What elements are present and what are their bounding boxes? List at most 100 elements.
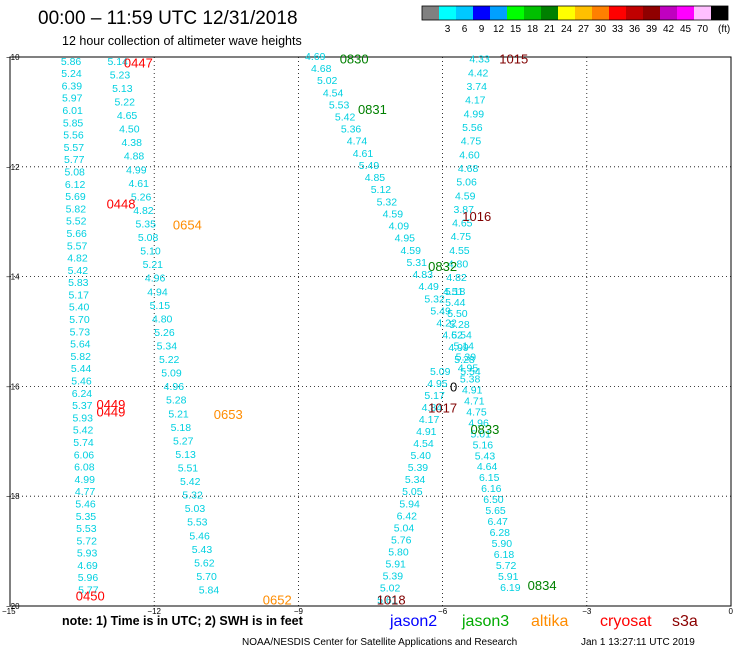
legend-entry: jason3 [461, 613, 509, 630]
wave-height-point: 4.82 [133, 205, 154, 217]
wave-height-point: 5.17 [68, 289, 89, 301]
color-scale-bar: 3 6 9 12 15 18 21 24 27 30 33 36 39 42 45 70 [421, 5, 729, 35]
wave-height-point: 5.85 [63, 117, 84, 129]
wave-height-point: 5.32 [424, 293, 445, 305]
wave-height-point: 4.80 [152, 313, 173, 325]
color-scale-label: 42 [663, 24, 675, 35]
wave-height-point: 6.18 [494, 549, 515, 561]
wave-height-point: 5.22 [114, 97, 135, 109]
wave-height-point: 4.38 [122, 137, 143, 149]
pass-time-label: 0447 [124, 55, 153, 70]
wave-height-point: 4.71 [464, 395, 485, 407]
wave-height-point: 5.13 [112, 83, 133, 95]
wave-height-point: 5.21 [168, 408, 189, 420]
y-tick-label: −14 [6, 273, 20, 282]
legend-entry: altika [531, 613, 568, 630]
y-tick-label: −16 [6, 382, 20, 391]
wave-height-point: 5.15 [150, 300, 171, 312]
wave-height-point: 5.44 [445, 297, 466, 309]
pass-time-label: 0448 [107, 197, 136, 212]
color-scale-label: 70 [697, 24, 709, 35]
wave-height-point: 5.50 [447, 308, 468, 320]
wave-height-point: 5.93 [72, 412, 93, 424]
wave-height-point: 5.32 [377, 196, 398, 208]
color-scale-label: 36 [629, 24, 641, 35]
wave-height-point: 4.55 [449, 245, 470, 257]
wave-height-point: 5.53 [329, 99, 350, 111]
wave-height-point: 6.47 [487, 516, 508, 528]
pass-time-label: 0652 [263, 592, 292, 607]
color-swatch [609, 6, 626, 20]
wave-height-point: 5.40 [69, 302, 90, 314]
wave-height-point: 5.93 [77, 548, 98, 560]
wave-height-point: 5.53 [76, 523, 97, 535]
wave-height-point: 5.54 [460, 366, 481, 378]
wave-height-point: 4.50 [119, 124, 140, 136]
wave-height-point: 5.05 [402, 486, 423, 498]
pass-time-label: 1015 [499, 52, 528, 67]
wave-height-point: 4.83 [412, 269, 433, 281]
pass-time-label: 1016 [462, 209, 491, 224]
pass-time-label: 0831 [358, 102, 387, 117]
wave-height-point: 4.84 [422, 402, 443, 414]
color-swatch [507, 6, 524, 20]
y-tick-label: −20 [6, 602, 20, 611]
wave-height-point: 5.09 [161, 368, 182, 380]
color-scale-label: 3 [445, 24, 451, 35]
color-swatch [524, 6, 541, 20]
wave-height-point: 5.14 [107, 56, 128, 68]
pass-time-label: 0449 [96, 405, 125, 420]
legend-entry: s3a [672, 613, 698, 630]
x-tick-label: −3 [582, 607, 592, 616]
wave-height-point: 5.12 [371, 184, 392, 196]
wave-height-point: 5.26 [131, 191, 152, 203]
wave-height-point: 5.44 [71, 363, 92, 375]
color-swatch [643, 6, 660, 20]
wave-height-point: 5.42 [73, 425, 94, 437]
wave-height-point: 5.01 [470, 428, 491, 440]
wave-height-point: 4.99 [126, 164, 147, 176]
wave-height-point: 4.61 [353, 148, 374, 160]
wave-height-point: 4.33 [469, 54, 490, 66]
color-scale-label: 24 [561, 24, 573, 35]
wave-height-point: 4.99 [75, 474, 96, 486]
wave-height-point: 4.59 [401, 245, 422, 257]
wave-height-point: 5.54 [451, 330, 472, 342]
wave-height-point: 5.77 [64, 154, 85, 166]
wave-height-point: 5.56 [462, 122, 483, 134]
grid-lines [10, 57, 731, 606]
wave-height-point: 4.75 [466, 406, 487, 418]
wave-height-point: 4.74 [347, 136, 368, 148]
wave-height-point: 5.49 [359, 160, 380, 172]
wave-height-point: 4.95 [458, 363, 479, 375]
color-scale-label: 9 [479, 24, 485, 35]
pass-time-label: 1017 [428, 400, 457, 415]
wave-height-point: 5.64 [70, 339, 91, 351]
wave-height-point: 5.02 [380, 582, 401, 594]
wave-height-point: 4.59 [455, 190, 476, 202]
color-scale-label: 21 [544, 24, 556, 35]
wave-height-point: 5.28 [454, 354, 475, 366]
pass-time-label: 0654 [173, 217, 202, 232]
wave-height-point: 6.39 [62, 80, 83, 92]
wave-height-point: 5.84 [199, 585, 220, 597]
color-scale-label: 15 [510, 24, 522, 35]
color-scale-label: 33 [612, 24, 624, 35]
color-scale-label: 18 [527, 24, 539, 35]
wave-height-point: 6.24 [72, 388, 93, 400]
color-swatch [558, 6, 575, 20]
wave-height-point: 4.96 [145, 273, 166, 285]
wave-height-point: 4.69 [77, 560, 98, 572]
wave-height-point: 5.42 [68, 265, 89, 277]
footer-timestamp: Jan 1 13:27:11 UTC 2019 [581, 637, 695, 648]
data-points: 5.865.246.395.976.015.855.565.575.775.08… [61, 51, 521, 607]
wave-height-point: 4.99 [464, 108, 485, 120]
color-swatch [660, 6, 677, 20]
wave-height-point: 4.99 [448, 342, 469, 354]
wave-height-point: 5.23 [110, 69, 131, 81]
wave-height-point: 3.87 [454, 204, 475, 216]
wave-height-point: 5.97 [62, 93, 83, 105]
wave-height-point: 5.51 [178, 463, 199, 475]
wave-height-point: 5.86 [61, 56, 82, 68]
